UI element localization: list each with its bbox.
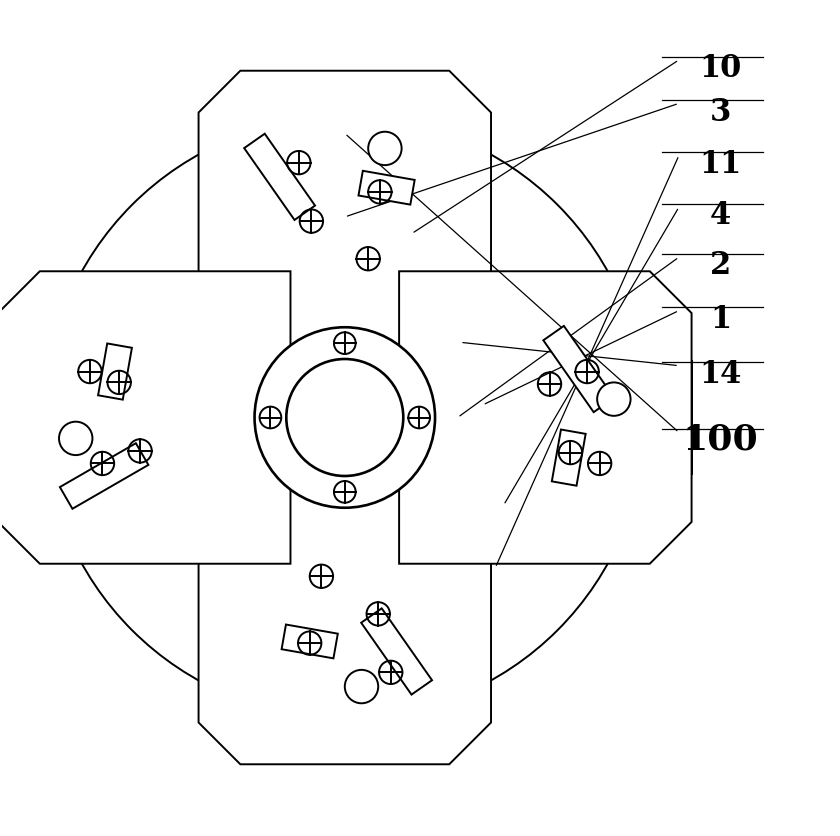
Polygon shape	[60, 444, 149, 509]
Text: 4: 4	[710, 200, 732, 231]
Polygon shape	[543, 327, 614, 413]
Text: 11: 11	[700, 148, 742, 179]
Text: 100: 100	[683, 422, 759, 456]
Polygon shape	[281, 624, 338, 659]
Text: 1: 1	[711, 303, 732, 334]
Circle shape	[59, 422, 92, 456]
Text: 2: 2	[710, 250, 732, 281]
Circle shape	[368, 133, 402, 166]
Circle shape	[286, 359, 403, 477]
Polygon shape	[359, 171, 415, 206]
Polygon shape	[0, 361, 691, 475]
Circle shape	[255, 328, 435, 508]
Polygon shape	[0, 272, 291, 564]
Text: 10: 10	[700, 54, 742, 84]
Polygon shape	[361, 609, 432, 695]
Polygon shape	[98, 344, 132, 400]
Polygon shape	[198, 72, 491, 364]
Circle shape	[597, 383, 631, 416]
Polygon shape	[399, 272, 691, 564]
Text: 14: 14	[700, 359, 742, 390]
Polygon shape	[244, 135, 315, 221]
Circle shape	[344, 670, 378, 703]
Polygon shape	[288, 72, 402, 764]
Polygon shape	[552, 430, 585, 486]
Text: 3: 3	[710, 97, 732, 128]
Polygon shape	[198, 472, 491, 764]
